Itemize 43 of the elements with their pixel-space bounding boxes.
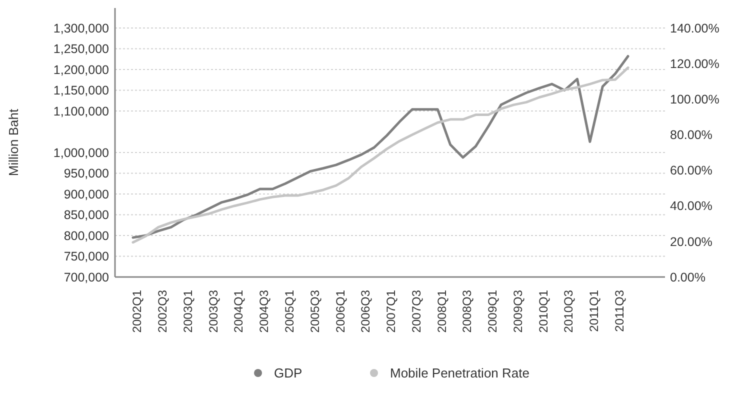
x-tick-label: 2006Q1 — [333, 290, 348, 333]
x-tick-label: 2011Q3 — [612, 290, 627, 332]
y2-tick-label: 40.00% — [670, 199, 712, 214]
y-tick-label: 700,000 — [64, 270, 110, 284]
x-tick-label: 2006Q3 — [358, 290, 373, 333]
y-tick-label: 850,000 — [64, 208, 110, 222]
x-tick-label: 2011Q1 — [587, 290, 602, 332]
x-tick-label: 2008Q1 — [434, 290, 449, 333]
legend-label: GDP — [274, 366, 302, 381]
y2-tick-label: 80.00% — [670, 128, 712, 142]
y2-tick-label: 140.00% — [670, 21, 720, 36]
y-tick-label: 1,000,000 — [53, 146, 110, 160]
y2-tick-label: 100.00% — [670, 92, 720, 107]
x-tick-label: 2004Q1 — [232, 290, 246, 333]
y2-tick-label: 120.00% — [670, 56, 720, 71]
x-tick-label: 2005Q1 — [282, 290, 297, 333]
x-tick-label: 2007Q3 — [409, 290, 424, 333]
x-tick-label: 2003Q1 — [180, 290, 195, 333]
x-tick-label: 2010Q3 — [562, 290, 576, 333]
legend-label: Mobile Penetration Rate — [390, 366, 530, 381]
x-tick-label: 2009Q1 — [486, 290, 500, 333]
x-tick-label: 2009Q3 — [510, 290, 525, 333]
y-tick-label: 1,100,000 — [53, 104, 110, 118]
x-tick-label: 2007Q1 — [384, 290, 398, 333]
x-tick-label: 2004Q3 — [257, 290, 272, 333]
y-tick-label: 800,000 — [64, 228, 110, 243]
y-tick-label: 1,150,000 — [53, 84, 110, 98]
y-tick-label: 1,250,000 — [53, 42, 110, 56]
y-tick-label: 750,000 — [64, 250, 110, 264]
y-tick-label: 1,200,000 — [53, 62, 110, 77]
x-tick-label: 2008Q3 — [460, 290, 474, 333]
x-tick-label: 2010Q1 — [536, 290, 550, 333]
x-tick-label: 2002Q1 — [130, 290, 144, 333]
y2-tick-label: 0.00% — [670, 270, 706, 284]
x-tick-label: 2005Q3 — [308, 290, 322, 333]
y-tick-label: 1,300,000 — [53, 21, 110, 36]
y-tick-label: 950,000 — [64, 166, 110, 181]
y2-tick-label: 60.00% — [670, 164, 712, 178]
y2-tick-label: 20.00% — [670, 234, 712, 249]
y-tick-label: 900,000 — [64, 187, 110, 202]
x-tick-label: 2002Q3 — [156, 290, 170, 333]
y-axis-title: Million Baht — [6, 108, 21, 176]
x-tick-label: 2003Q3 — [206, 290, 220, 333]
